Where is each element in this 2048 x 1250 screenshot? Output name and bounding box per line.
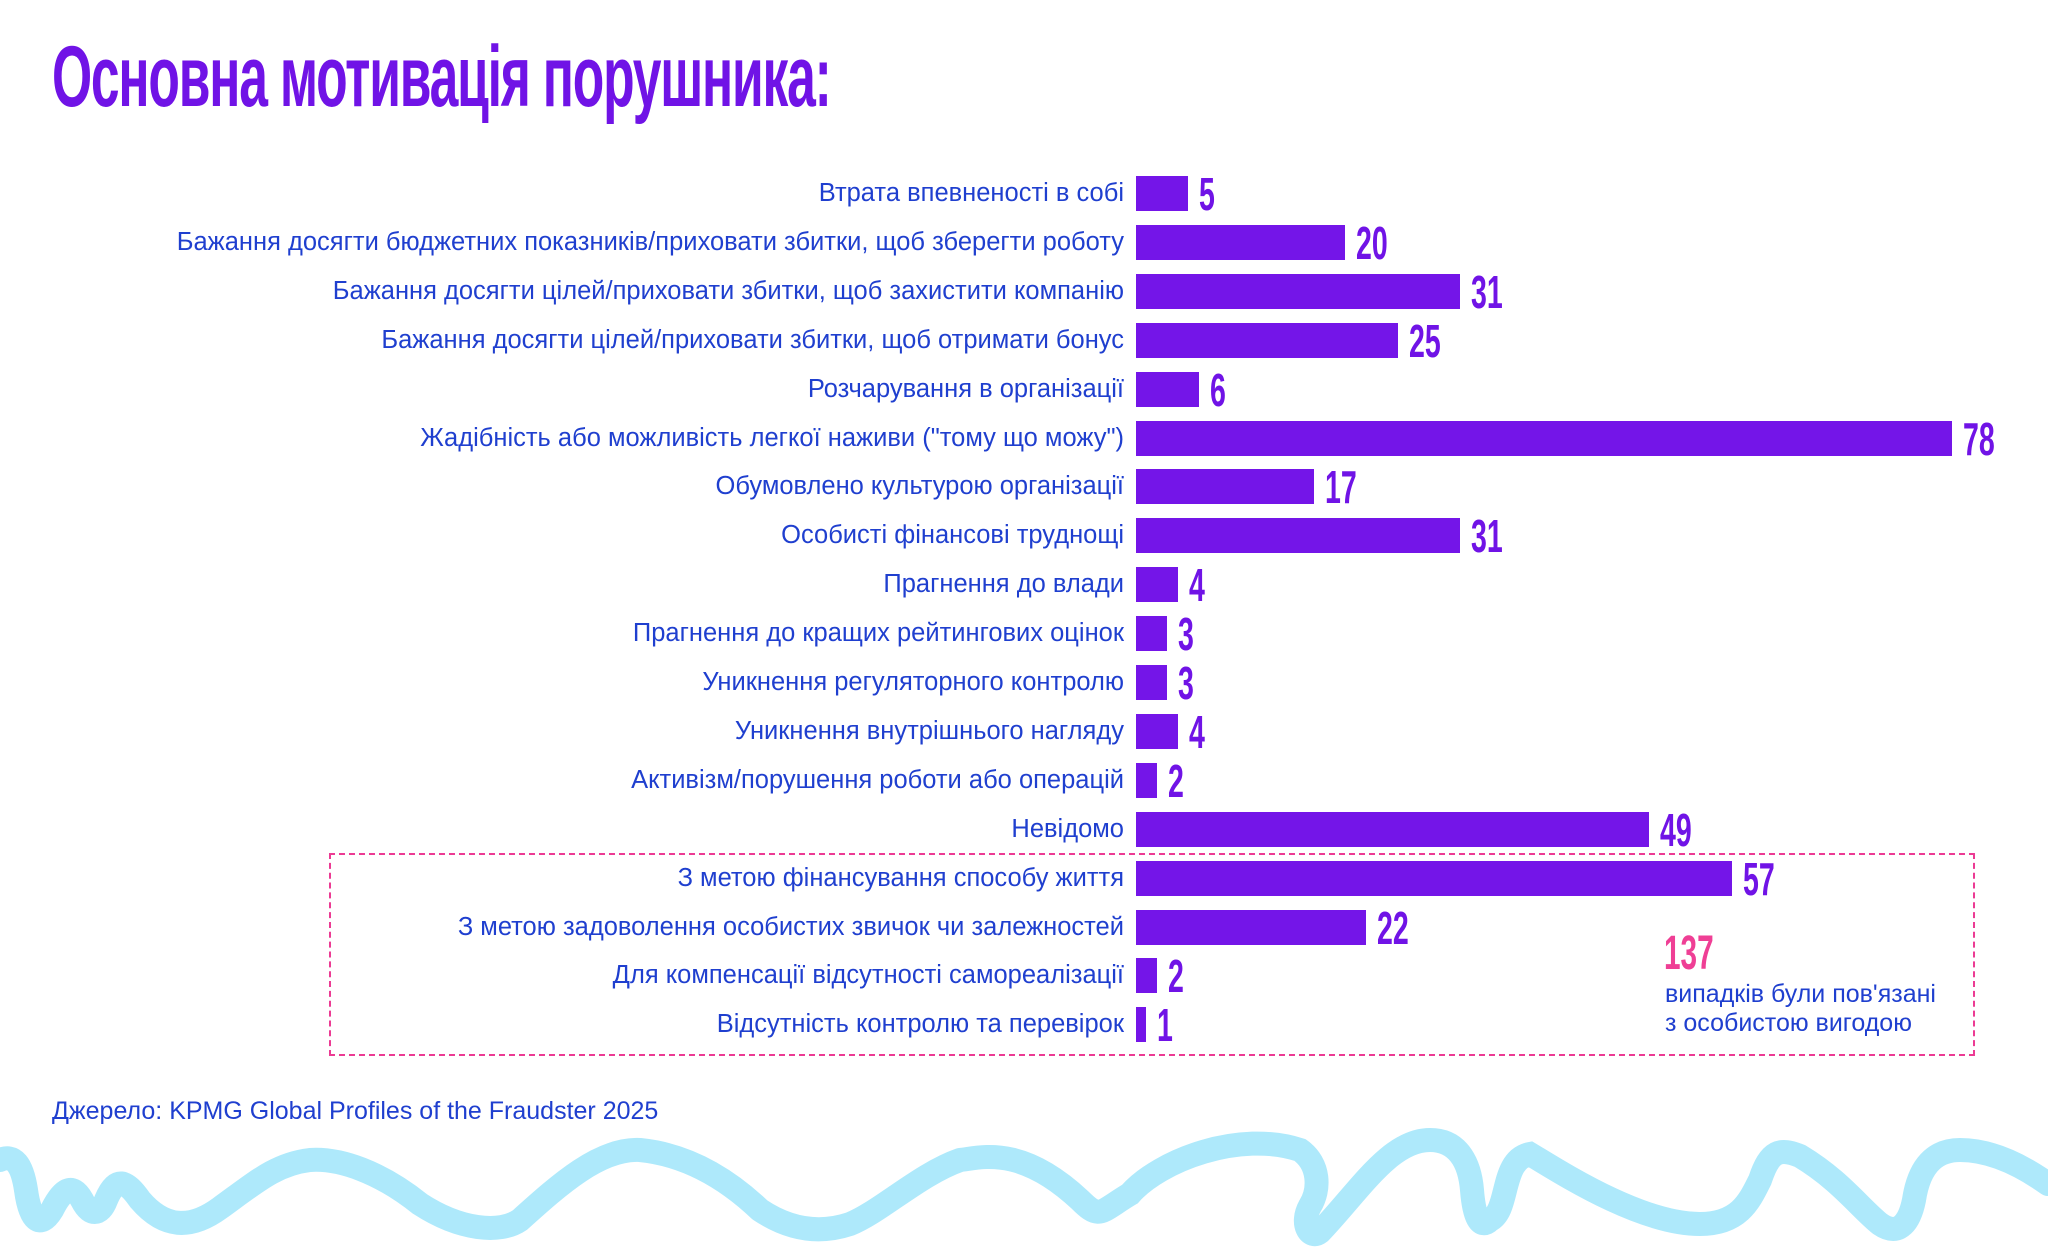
category-label: Жадібність або можливість легкої наживи … <box>420 423 1124 452</box>
bar <box>1136 518 1461 554</box>
category-label: Бажання досягти бюджетних показників/при… <box>176 227 1124 256</box>
category-label: Бажання досягти цілей/приховати збитки, … <box>332 276 1124 305</box>
value-label: 4 <box>1188 559 1205 612</box>
category-label: З метою задоволення особистих звичок чи … <box>457 912 1124 941</box>
value-label: 57 <box>1743 852 1776 905</box>
bar <box>1136 958 1157 994</box>
category-label: Прагнення до влади <box>883 570 1124 599</box>
category-label: Втрата впевненості в собі <box>818 179 1124 207</box>
category-label: Розчарування в організації <box>807 374 1124 403</box>
bar <box>1136 567 1178 603</box>
category-label: Бажання досягти цілей/приховати збитки, … <box>381 325 1124 354</box>
bar <box>1136 469 1314 505</box>
value-label: 22 <box>1377 901 1409 954</box>
bar <box>1136 616 1168 652</box>
category-label: Для компенсації відсутності самореалізац… <box>612 961 1124 990</box>
page-title: Основна мотивація порушника: <box>52 29 832 125</box>
bar <box>1136 176 1189 211</box>
category-label: Уникнення регуляторного контролю <box>702 668 1124 696</box>
value-label: 49 <box>1659 803 1692 856</box>
value-label: 4 <box>1188 705 1205 758</box>
category-label: Активізм/порушення роботи або операцій <box>631 765 1124 794</box>
bar <box>1136 665 1168 700</box>
value-label: 25 <box>1408 314 1441 367</box>
category-label: Особисті фінансові труднощі <box>781 521 1124 550</box>
bar <box>1136 273 1461 309</box>
category-label: Невідомо <box>1011 814 1124 843</box>
bar <box>1136 713 1178 749</box>
category-label: З метою фінансування способу життя <box>677 863 1124 892</box>
bar <box>1136 371 1199 407</box>
bar <box>1136 860 1733 896</box>
personal-gain-note-line2: з особистою вигодою <box>1665 1009 1912 1037</box>
value-label: 2 <box>1167 950 1184 1003</box>
value-label: 3 <box>1178 608 1195 661</box>
bar <box>1136 1007 1147 1043</box>
category-label: Прагнення до кращих рейтингових оцінок <box>632 619 1124 648</box>
category-label: Обумовлено культурою організації <box>715 472 1125 501</box>
bar <box>1136 322 1398 358</box>
value-label: 2 <box>1167 754 1184 807</box>
personal-gain-total: 137 <box>1664 927 1714 980</box>
source-note: Джерело: KPMG Global Profiles of the Fra… <box>52 1097 659 1125</box>
personal-gain-group-box <box>329 853 1975 1056</box>
wave-stroke <box>0 1127 2048 1246</box>
bar <box>1136 909 1367 945</box>
value-label: 31 <box>1471 265 1504 318</box>
category-label: Відсутність контролю та перевірок <box>716 1010 1124 1039</box>
personal-gain-note-line1: випадків були пов'язані <box>1665 980 1936 1008</box>
personal-gain-note: випадків були пов'язані з особистою виго… <box>1665 980 1936 1038</box>
value-label: 3 <box>1178 657 1195 709</box>
value-label: 31 <box>1471 510 1504 563</box>
value-label: 6 <box>1209 363 1226 416</box>
bar <box>1136 762 1157 798</box>
value-label: 1 <box>1157 999 1174 1052</box>
bar <box>1136 224 1346 260</box>
category-label: Уникнення внутрішнього нагляду <box>734 716 1124 745</box>
decorative-wave <box>0 1127 2048 1246</box>
value-label: 78 <box>1963 412 1995 465</box>
bar <box>1136 811 1649 847</box>
value-label: 5 <box>1199 168 1216 220</box>
value-label: 17 <box>1324 461 1357 514</box>
value-label: 20 <box>1356 216 1388 269</box>
bar <box>1136 420 1952 456</box>
